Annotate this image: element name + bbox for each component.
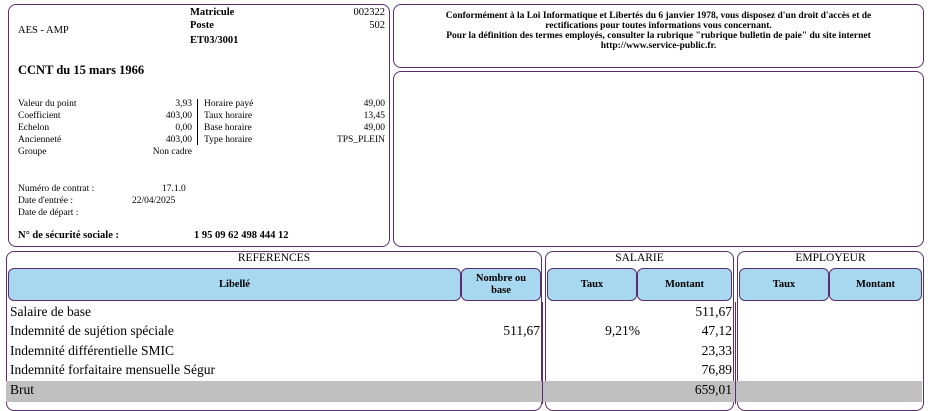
param-label-base-horaire: Base horaire [204, 123, 252, 133]
col-header-emp-taux: Taux [739, 268, 829, 301]
param-label-valeur-point: Valeur du point [18, 99, 77, 109]
row-label: Indemnité de sujétion spéciale [10, 323, 174, 338]
row-montant: 659,01 [694, 382, 732, 397]
notice-line-3: Pour la définition des termes employés, … [446, 31, 871, 41]
param-value-horaire-paye: 49,00 [363, 99, 385, 109]
col-header-emp-taux-text: Taux [772, 279, 796, 290]
contract-value-numero: 17.1.0 [162, 184, 186, 194]
param-label-anciennete: Ancienneté [18, 135, 62, 145]
salarie-title: SALARIE [615, 252, 664, 264]
col-header-libelle-text: Libellé [219, 279, 250, 290]
param-value-anciennete: 403,00 [165, 135, 192, 145]
row-taux: 9,21% [605, 323, 640, 338]
table-row: Indemnité de sujétion spéciale 511,67 9,… [6, 322, 922, 341]
param-value-taux-horaire: 13,45 [363, 111, 385, 121]
convention-title: CCNT du 15 mars 1966 [18, 63, 145, 77]
contract-label-entree: Date d'entrée : [18, 196, 73, 206]
references-title: REFERENCES [237, 252, 311, 264]
param-value-base-horaire: 49,00 [363, 123, 385, 133]
param-label-groupe: Groupe [18, 147, 47, 157]
param-label-type-horaire: Type horaire [204, 135, 253, 145]
id-label-poste: Poste [190, 20, 214, 31]
table-row-brut: Brut 659,01 [6, 381, 922, 402]
contract-value-entree: 22/04/2025 [132, 196, 176, 206]
row-label: Indemnité forfaitaire mensuelle Ségur [10, 362, 216, 377]
notice-line-4: http://www.service-public.fr. [600, 41, 717, 51]
employeur-title: EMPLOYEUR [795, 252, 866, 264]
table-row: Salaire de base 511,67 [6, 303, 922, 322]
col-header-base-line1: Nombre ou [475, 272, 527, 284]
row-label: Indemnité différentielle SMIC [10, 343, 174, 358]
row-montant: 76,89 [701, 362, 732, 377]
param-label-echelon: Echelon [18, 123, 50, 133]
id-label-etab: ET03/3001 [190, 35, 239, 46]
param-value-groupe: Non cadre [152, 147, 192, 157]
table-row: Indemnité forfaitaire mensuelle Ségur 76… [6, 361, 922, 380]
row-montant: 47,12 [701, 323, 732, 338]
contract-label-numero: Numéro de contrat : [18, 184, 95, 194]
id-label-matricule: Matricule [190, 7, 235, 18]
col-header-taux-text: Taux [580, 279, 604, 290]
col-header-base-line2: base [491, 284, 511, 296]
id-value-poste: 502 [369, 20, 385, 31]
employer-name: AES - AMP [18, 25, 69, 36]
col-header-emp-montant: Montant [829, 268, 922, 301]
notice-line-1: Conformément à la Loi Informatique et Li… [445, 11, 872, 21]
col-header-libelle: Libellé [8, 268, 461, 301]
col-header-taux: Taux [547, 268, 637, 301]
row-montant: 23,33 [701, 343, 732, 358]
row-label: Salaire de base [10, 304, 91, 319]
col-header-montant-text: Montant [664, 279, 705, 290]
employee-info-box: AES - AMP Matricule 002322 Poste 502 ET0… [8, 4, 390, 247]
id-value-matricule: 002322 [353, 7, 386, 18]
param-value-valeur-point: 3,93 [175, 99, 192, 109]
param-value-echelon: 0,00 [175, 123, 192, 133]
col-header-base: Nombre ou base [461, 268, 541, 301]
row-base: 511,67 [503, 323, 540, 338]
body-sep-employeur [735, 302, 736, 404]
param-value-type-horaire: TPS_PLEIN [336, 135, 385, 145]
row-montant: 511,67 [695, 304, 732, 319]
notice-line-2: rectifications pour toutes informations … [545, 21, 772, 31]
social-security-number: 1 95 09 62 498 444 12 [194, 230, 289, 241]
col-header-montant: Montant [637, 268, 732, 301]
contract-label-depart: Date de départ : [18, 208, 79, 218]
params-divider [197, 99, 198, 145]
social-security-label: N° de sécurité sociale : [18, 230, 120, 241]
table-row: Indemnité différentielle SMIC 23,33 [6, 342, 922, 361]
param-value-coefficient: 403,00 [165, 111, 192, 121]
param-label-horaire-paye: Horaire payé [204, 99, 254, 109]
body-sep-salarie [542, 302, 543, 404]
col-header-emp-montant-text: Montant [855, 279, 896, 290]
legal-notice-box: Conformément à la Loi Informatique et Li… [393, 4, 924, 68]
blank-info-box [393, 71, 924, 247]
row-label: Brut [10, 382, 35, 397]
param-label-coefficient: Coefficient [18, 111, 61, 121]
param-label-taux-horaire: Taux horaire [204, 111, 253, 121]
